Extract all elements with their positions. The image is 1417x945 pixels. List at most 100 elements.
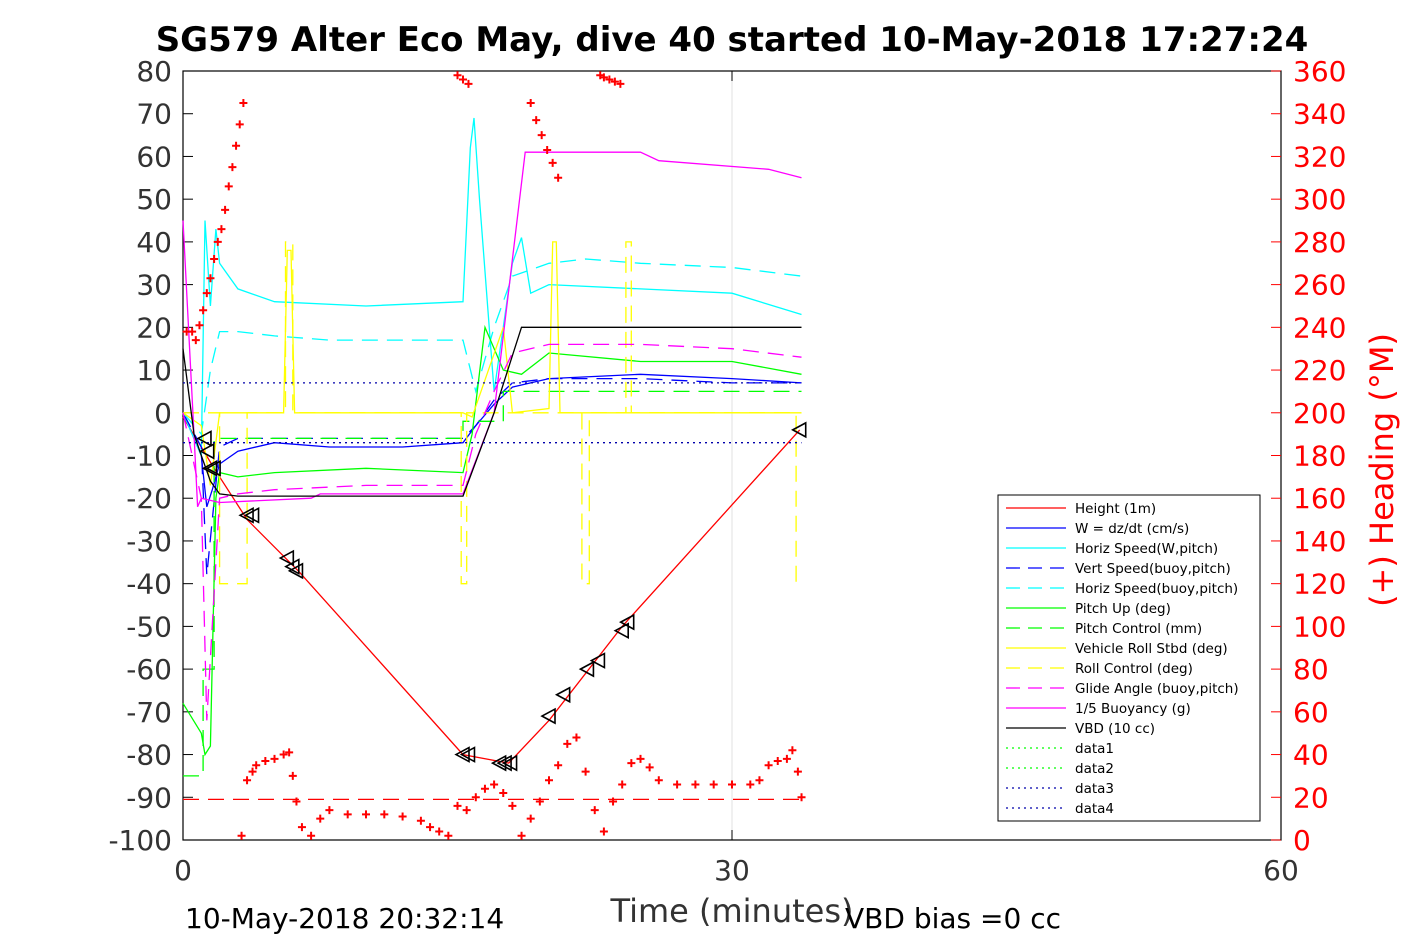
- heading-point: [610, 77, 619, 86]
- chart-title: SG579 Alter Eco May, dive 40 started 10-…: [156, 20, 1309, 60]
- heading-point: [728, 780, 736, 789]
- heading-point: [213, 237, 222, 246]
- heading-point: [691, 780, 700, 789]
- heading-point: [217, 225, 226, 234]
- y-tick-label: 20: [136, 311, 172, 344]
- heading-point: [235, 120, 244, 129]
- x-tick-label: 60: [1263, 854, 1299, 887]
- heading-point: [416, 816, 425, 825]
- heading-point: [248, 767, 257, 776]
- heading-point: [609, 797, 618, 806]
- left-axis: 80 70 60 50 40 30 20 10 0 -10 -20 -30 -40 -50 -60 -70 -8…: [108, 55, 193, 857]
- heading-point: [292, 797, 301, 806]
- depth-marker: [619, 613, 635, 631]
- y-tick-label: 40: [136, 226, 172, 259]
- heading-point: [398, 812, 407, 821]
- y-tick-label: 60: [136, 140, 172, 173]
- heading-point: [508, 801, 517, 810]
- heading-point: [572, 733, 581, 742]
- heading-point: [590, 806, 599, 815]
- series-line-height-1m: [182, 416, 801, 764]
- heading-point: [228, 163, 237, 172]
- depth-marker: [243, 506, 260, 524]
- y-tick-label: -30: [126, 525, 172, 558]
- y2-tick-label: 160: [1293, 482, 1346, 515]
- depth-marker: [496, 754, 512, 772]
- heading-point: [206, 274, 215, 283]
- heading-point: [636, 754, 645, 763]
- heading-point: [746, 780, 755, 789]
- heading-point: [285, 748, 294, 757]
- depth-marker: [589, 652, 606, 669]
- heading-point: [480, 784, 489, 793]
- heading-point: [535, 797, 544, 806]
- y2-tick-label: 0: [1293, 824, 1311, 857]
- legend-entry: Vehicle Roll Stbd (deg): [1075, 641, 1228, 657]
- heading-point: [788, 746, 797, 755]
- y2-tick-label: 180: [1293, 440, 1346, 473]
- y-tick-label: 10: [136, 354, 172, 387]
- y2-tick-label: 200: [1293, 397, 1346, 430]
- depth-marker: [490, 754, 507, 772]
- y-tick-label: 50: [136, 183, 172, 216]
- heading-point: [599, 827, 608, 836]
- depth-marker: [578, 660, 595, 678]
- x-axis: 0 30 60: [174, 71, 1299, 887]
- series-line-horiz-speed-w-pitch: [182, 117, 802, 456]
- right-axis-label: (+) Heading (°M): [1363, 333, 1401, 607]
- heading-point: [548, 158, 557, 167]
- heading-point: [195, 321, 204, 330]
- legend: Height (1m) W = dz/dt (cm/s) Horiz Speed(W…: [997, 494, 1261, 822]
- heading-point: [239, 99, 248, 108]
- legend-entry: Glide Angle (buoy,pitch): [1075, 681, 1239, 697]
- series-line-pitch-control-mm: [183, 390, 802, 777]
- heading-point: [627, 759, 636, 768]
- depth-marker: [287, 562, 304, 580]
- y-tick-label: -90: [126, 781, 172, 814]
- heading-point: [526, 99, 535, 108]
- heading-point: [526, 814, 535, 823]
- x-tick-label: 30: [714, 854, 750, 887]
- heading-point: [380, 810, 389, 819]
- y2-tick-label: 20: [1293, 781, 1329, 814]
- heading-point: [316, 814, 325, 823]
- series-line-roll-control-deg: [183, 241, 802, 585]
- right-axis: 3603403203002802602402202001801601401201…: [1271, 55, 1346, 857]
- heading-point: [237, 831, 246, 840]
- legend-entry: Vert Speed(buoy,pitch): [1075, 561, 1231, 577]
- y-tick-label: -100: [108, 824, 172, 857]
- heading-point: [554, 761, 563, 770]
- depth-marker: [278, 549, 295, 567]
- depth-marker: [540, 707, 556, 725]
- legend-entry: data4: [1075, 801, 1114, 817]
- heading-point: [199, 306, 208, 315]
- x-axis-label: Time (minutes): [610, 892, 854, 930]
- heading-point: [224, 182, 233, 191]
- heading-point: [464, 79, 473, 88]
- heading-point: [297, 823, 306, 832]
- y2-tick-label: 280: [1293, 226, 1346, 259]
- heading-point: [782, 754, 791, 763]
- depth-marker: [613, 622, 630, 640]
- y-tick-label: 30: [136, 269, 172, 302]
- y2-tick-label: 80: [1293, 653, 1329, 686]
- heading-point: [188, 327, 197, 336]
- heading-point: [532, 116, 541, 125]
- heading-point: [654, 776, 663, 785]
- legend-entry: 1/5 Buoyancy (g): [1075, 701, 1191, 717]
- marker-layer: [196, 421, 807, 772]
- heading-point: [581, 767, 590, 776]
- legend-entry: Height (1m): [1075, 501, 1156, 517]
- y2-tick-label: 100: [1293, 610, 1346, 643]
- y-tick-label: 80: [136, 55, 172, 88]
- heading-point: [490, 780, 499, 789]
- depth-marker: [205, 459, 221, 477]
- y-tick-label: -60: [126, 653, 172, 686]
- legend-entry: Roll Control (deg): [1075, 661, 1193, 677]
- heading-point: [793, 767, 802, 776]
- heading-point: [435, 827, 444, 836]
- heading-point: [537, 131, 546, 140]
- depth-marker: [196, 430, 212, 447]
- y2-tick-label: 360: [1293, 55, 1346, 88]
- heading-point: [605, 75, 614, 84]
